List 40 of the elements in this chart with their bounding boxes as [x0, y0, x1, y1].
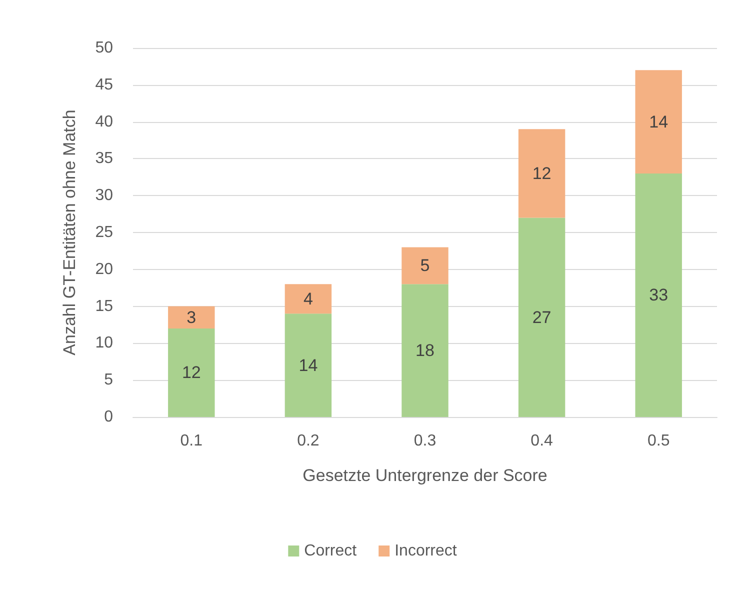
data-label: 12 [532, 164, 552, 183]
bar [168, 306, 215, 328]
data-label: 14 [649, 112, 668, 132]
bar [284, 314, 332, 417]
bar [518, 218, 566, 417]
data-label: 27 [532, 308, 552, 327]
x-axis-title: Gesetzte Untergrenze der Score [302, 466, 548, 485]
bar [168, 328, 215, 417]
y-tick-label: 50 [95, 40, 114, 56]
y-tick-label: 40 [95, 113, 114, 130]
x-tick-label: 0.5 [647, 432, 670, 450]
bar [402, 247, 448, 284]
legend-label: Incorrect [394, 542, 458, 560]
data-label: 3 [186, 308, 196, 327]
y-tick-label: 0 [104, 408, 114, 426]
y-tick-label: 35 [95, 150, 114, 168]
data-label: 33 [649, 286, 668, 305]
y-tick-label: 30 [95, 187, 114, 204]
x-tick-label: 0.3 [414, 432, 436, 450]
x-tick-label: 0.2 [297, 432, 320, 450]
data-label: 14 [298, 356, 318, 375]
legend-label: Correct [304, 542, 358, 560]
y-tick-label: 15 [95, 298, 114, 315]
bar [635, 173, 682, 417]
y-tick-label: 5 [104, 372, 114, 389]
bar [284, 284, 332, 314]
x-tick-label: 0.4 [530, 432, 554, 450]
data-label: 18 [416, 341, 434, 360]
x-tick-label: 0.1 [180, 432, 203, 450]
data-label: 4 [303, 289, 313, 308]
y-tick-label: 25 [95, 224, 114, 241]
y-tick-label: 20 [95, 260, 114, 278]
y-tick-label: 45 [95, 76, 114, 94]
bar [635, 70, 682, 174]
bar [518, 129, 566, 218]
bar [402, 284, 448, 417]
y-tick-label: 10 [95, 334, 114, 352]
y-axis-title: Anzahl GT-Entitäten ohne Match [60, 110, 79, 356]
data-label: 12 [182, 363, 201, 382]
data-label: 5 [420, 256, 430, 276]
